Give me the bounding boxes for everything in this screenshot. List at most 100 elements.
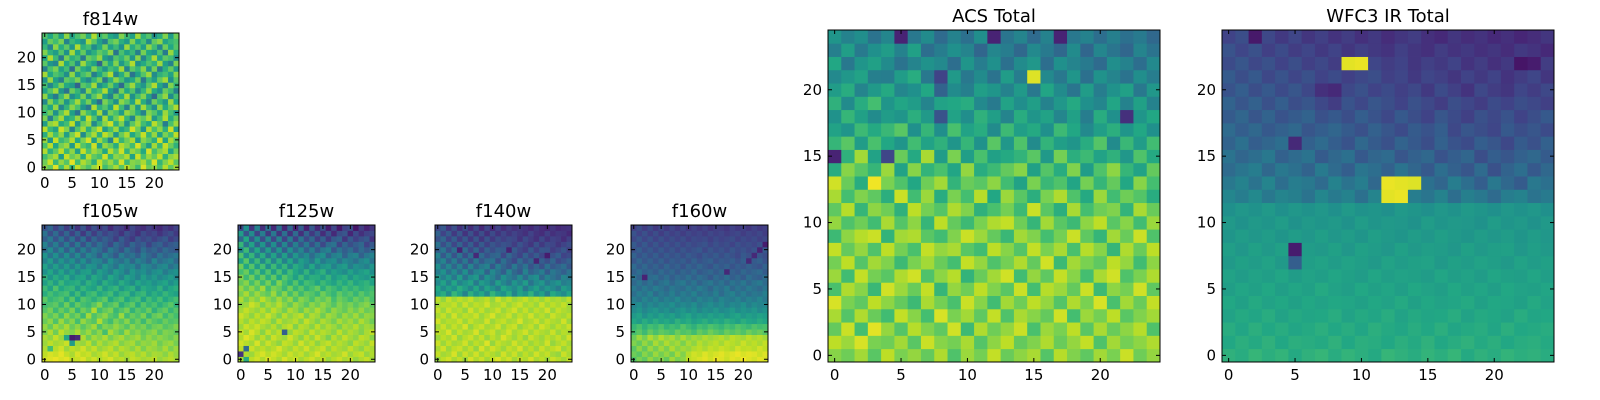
heatmap-cell [495, 225, 502, 231]
heatmap-cell [91, 257, 98, 264]
heatmap-cell [135, 104, 142, 111]
heatmap-cell [724, 340, 731, 346]
heatmap-cell [63, 307, 70, 314]
heatmap-cell [47, 65, 54, 72]
heatmap-cell [58, 109, 65, 116]
heatmap-cell [74, 318, 81, 325]
heatmap-cell [1341, 149, 1356, 164]
heatmap-cell [113, 54, 120, 61]
heatmap-cell [489, 301, 496, 308]
heatmap-cell [80, 38, 87, 45]
heatmap-cell [854, 30, 869, 44]
heatmap-cell [735, 235, 741, 242]
heatmap-cell [1146, 282, 1161, 296]
heatmap-cell [522, 312, 529, 319]
heatmap-cell [451, 318, 458, 325]
heatmap-cell [135, 120, 142, 127]
heatmap-cell [135, 296, 142, 303]
heatmap-cell [1261, 295, 1276, 310]
heatmap-cell [42, 340, 48, 346]
heatmap-cell [746, 312, 752, 319]
heatmap-cell [254, 356, 261, 363]
heatmap-cell [539, 351, 545, 357]
heatmap-cell [680, 329, 687, 335]
heatmap-cell [162, 241, 169, 248]
heatmap-cell [473, 345, 480, 352]
heatmap-cell [107, 159, 114, 165]
heatmap-cell [828, 202, 842, 217]
heatmap-cell [320, 307, 327, 314]
heatmap-cell [298, 263, 305, 270]
heatmap-cell [1288, 229, 1303, 243]
heatmap-cell [47, 329, 54, 335]
heatmap-cell [522, 257, 529, 264]
heatmap-cell [238, 230, 244, 237]
heatmap-cell [757, 312, 763, 319]
heatmap-cell [281, 290, 288, 297]
heatmap-cell [157, 274, 163, 281]
heatmap-cell [80, 126, 87, 133]
heatmap-cell [718, 230, 725, 237]
heatmap-cell [1288, 43, 1303, 57]
heatmap-cell [1341, 282, 1356, 296]
heatmap-cell [124, 340, 131, 346]
heatmap-cell [254, 246, 261, 253]
heatmap-cell [696, 241, 703, 248]
heatmap-cell [652, 329, 659, 335]
heatmap-cell [85, 296, 92, 303]
heatmap-cell [696, 307, 703, 314]
heatmap-cell [517, 290, 524, 297]
heatmap-cell [1500, 255, 1515, 270]
heatmap-cell [276, 345, 283, 352]
heatmap-cell [254, 345, 261, 352]
heatmap-cell [336, 318, 343, 325]
heatmap-cell [1434, 56, 1449, 71]
heatmap-cell [58, 241, 65, 248]
heatmap-cell [74, 82, 81, 89]
heatmap-cell [80, 274, 87, 281]
heatmap-cell [702, 235, 709, 242]
heatmap-cell [674, 351, 681, 357]
heatmap-cell [1301, 295, 1316, 310]
heatmap-cell [757, 329, 763, 335]
heatmap-cell [140, 82, 147, 89]
heatmap-cell [369, 334, 376, 341]
heatmap-cell [636, 246, 643, 253]
heatmap-cell [135, 356, 142, 363]
heatmap-cell [669, 296, 676, 303]
heatmap-cell [58, 356, 65, 363]
heatmap-cell [129, 153, 136, 160]
heatmap-cell [522, 323, 529, 330]
heatmap-cell [1120, 189, 1134, 204]
heatmap-cell [1235, 30, 1249, 44]
heatmap-cell [162, 351, 169, 357]
heatmap-cell [1354, 189, 1369, 204]
heatmap-cell [920, 335, 935, 350]
heatmap-cell [1120, 242, 1134, 257]
heatmap-cell [533, 241, 540, 248]
heatmap-cell [724, 263, 731, 270]
heatmap-cell [1514, 176, 1528, 190]
heatmap-cell [96, 340, 103, 346]
heatmap-cell [292, 307, 299, 314]
heatmap-cell [445, 307, 452, 314]
heatmap-cell [702, 318, 709, 325]
heatmap-cell [151, 252, 158, 259]
heatmap-cell [854, 122, 869, 137]
heatmap-cell [74, 148, 81, 154]
heatmap-cell [987, 202, 1002, 217]
heatmap-cell [162, 312, 169, 319]
heatmap-cell [168, 241, 174, 248]
heatmap-cell [146, 71, 152, 78]
heatmap-cell [80, 307, 87, 314]
heatmap-cell [456, 351, 463, 357]
heatmap-cell [751, 246, 758, 253]
heatmap-cell [702, 252, 709, 259]
heatmap-cell [129, 131, 136, 138]
heatmap-cell [920, 202, 935, 217]
heatmap-cell [52, 93, 59, 100]
y-tick-label: 0 [812, 346, 822, 364]
heatmap-cell [451, 252, 458, 259]
heatmap-cell [314, 307, 321, 314]
heatmap-cell [641, 334, 648, 341]
